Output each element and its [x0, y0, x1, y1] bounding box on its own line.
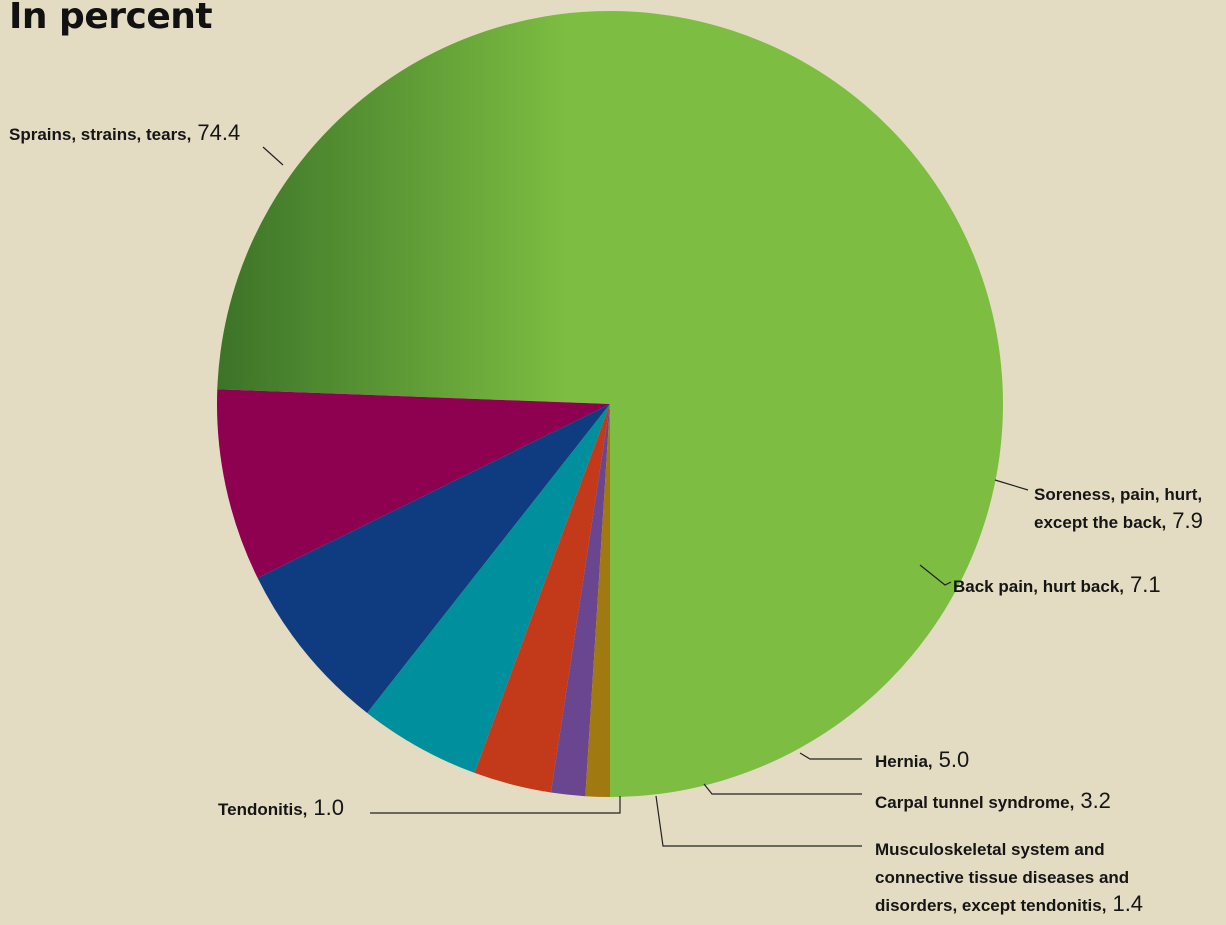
pie-slice-sprains [217, 11, 1003, 798]
slice-label-carpal-tunnel: Carpal tunnel syndrome, 3.2 [875, 788, 1111, 813]
leader-line-sprains [262, 146, 284, 166]
slice-label-soreness: except the back, 7.9 [1034, 508, 1203, 533]
pie-slice-musculoskeletal [550, 404, 610, 797]
leader-line-soreness [994, 479, 1029, 491]
slice-value-musculoskeletal: 1.4 [1112, 891, 1143, 916]
slice-label-back-pain: Back pain, hurt back, 7.1 [953, 572, 1161, 597]
slice-label-tendonitis: Tendonitis, 1.0 [218, 795, 344, 820]
leader-line-hernia [799, 752, 862, 760]
slice-label-musculoskeletal: disorders, except tendonitis, 1.4 [875, 891, 1143, 916]
slice-label-sprains: Sprains, strains, tears, 74.4 [9, 120, 240, 145]
pie-slice-soreness [216, 389, 610, 579]
slice-label-musculoskeletal: Musculoskeletal system and [875, 840, 1105, 859]
pie-slice-tendonitis [585, 404, 610, 797]
leader-line-back-pain [919, 564, 952, 586]
pie-slice-back-pain [257, 404, 610, 714]
leader-line-musculoskeletal [655, 795, 862, 847]
slice-value-soreness: 7.9 [1172, 508, 1203, 533]
leader-line-carpal-tunnel [703, 783, 862, 795]
slice-value-tendonitis: 1.0 [313, 795, 344, 820]
slice-label-hernia: Hernia, 5.0 [875, 747, 969, 772]
chart-title: In percent [9, 0, 213, 37]
slice-value-carpal-tunnel: 3.2 [1080, 788, 1111, 813]
leader-line-tendonitis [370, 796, 621, 814]
pie-slice-hernia [367, 404, 610, 773]
slice-value-back-pain: 7.1 [1130, 572, 1161, 597]
slice-label-musculoskeletal: connective tissue diseases and [875, 868, 1129, 887]
slice-label-soreness: Soreness, pain, hurt, [1034, 485, 1202, 504]
pie-slice-carpal-tunnel [474, 404, 610, 793]
slice-value-sprains: 74.4 [197, 120, 240, 145]
slice-value-hernia: 5.0 [939, 747, 970, 772]
